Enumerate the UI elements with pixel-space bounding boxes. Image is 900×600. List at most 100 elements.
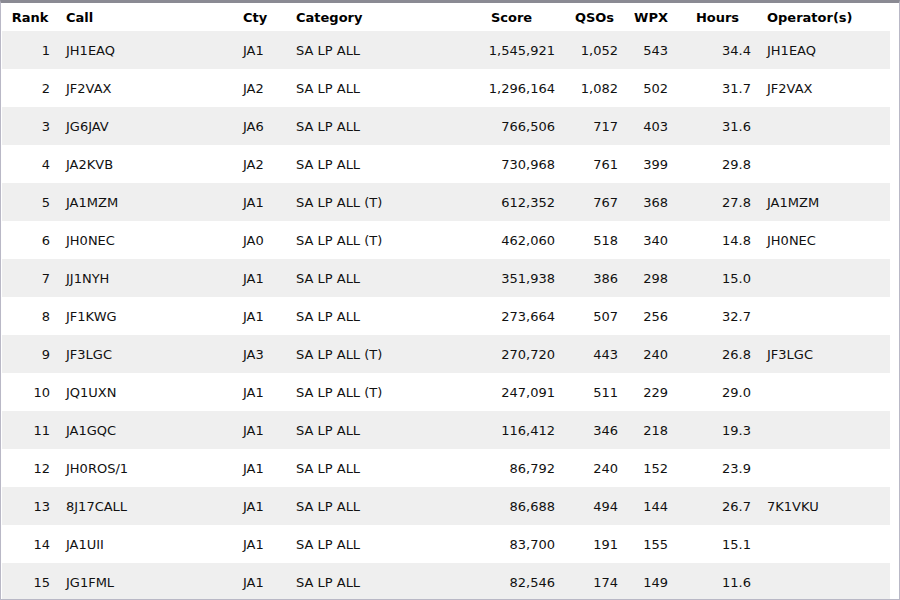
cell-rank: 15 bbox=[2, 563, 58, 600]
cell-wpx: 368 bbox=[626, 183, 676, 221]
cell-score: 612,352 bbox=[460, 183, 563, 221]
cell-score: 1,296,164 bbox=[460, 69, 563, 107]
cell-score: 83,700 bbox=[460, 525, 563, 563]
cell-category: SA LP ALL bbox=[288, 107, 460, 145]
table-row: 1JH1EAQJA1SA LP ALL1,545,9211,05254334.4… bbox=[2, 31, 890, 69]
cell-operators bbox=[759, 107, 890, 145]
table-row: 15JG1FMLJA1SA LP ALL82,54617414911.6 bbox=[2, 563, 890, 600]
column-header-operators: Operator(s) bbox=[759, 3, 890, 31]
cell-hours: 26.8 bbox=[676, 335, 759, 373]
cell-wpx: 502 bbox=[626, 69, 676, 107]
cell-operators: JA1MZM bbox=[759, 183, 890, 221]
cell-operators bbox=[759, 297, 890, 335]
cell-operators bbox=[759, 259, 890, 297]
cell-cty: JA6 bbox=[235, 107, 288, 145]
cell-hours: 31.7 bbox=[676, 69, 759, 107]
cell-score: 247,091 bbox=[460, 373, 563, 411]
cell-category: SA LP ALL bbox=[288, 69, 460, 107]
cell-category: SA LP ALL bbox=[288, 31, 460, 69]
cell-rank: 10 bbox=[2, 373, 58, 411]
results-table-body: 1JH1EAQJA1SA LP ALL1,545,9211,05254334.4… bbox=[2, 31, 890, 600]
cell-rank: 4 bbox=[2, 145, 58, 183]
cell-call: JF2VAX bbox=[58, 69, 235, 107]
cell-category: SA LP ALL bbox=[288, 145, 460, 183]
cell-category: SA LP ALL bbox=[288, 525, 460, 563]
table-row: 138J17CALLJA1SA LP ALL86,68849414426.77K… bbox=[2, 487, 890, 525]
cell-call: JH0ROS/1 bbox=[58, 449, 235, 487]
cell-rank: 8 bbox=[2, 297, 58, 335]
cell-rank: 2 bbox=[2, 69, 58, 107]
cell-call: JA1UII bbox=[58, 525, 235, 563]
table-row: 6JH0NECJA0SA LP ALL (T)462,06051834014.8… bbox=[2, 221, 890, 259]
cell-score: 273,664 bbox=[460, 297, 563, 335]
cell-qsos: 507 bbox=[563, 297, 626, 335]
table-row: 14JA1UIIJA1SA LP ALL83,70019115515.1 bbox=[2, 525, 890, 563]
cell-operators bbox=[759, 525, 890, 563]
cell-cty: JA2 bbox=[235, 145, 288, 183]
cell-cty: JA1 bbox=[235, 183, 288, 221]
cell-score: 462,060 bbox=[460, 221, 563, 259]
cell-hours: 29.8 bbox=[676, 145, 759, 183]
cell-operators: JF3LGC bbox=[759, 335, 890, 373]
cell-rank: 1 bbox=[2, 31, 58, 69]
cell-category: SA LP ALL bbox=[288, 259, 460, 297]
cell-call: JJ1NYH bbox=[58, 259, 235, 297]
cell-hours: 11.6 bbox=[676, 563, 759, 600]
column-header-wpx: WPX bbox=[626, 3, 676, 31]
cell-score: 766,506 bbox=[460, 107, 563, 145]
cell-wpx: 298 bbox=[626, 259, 676, 297]
cell-wpx: 340 bbox=[626, 221, 676, 259]
cell-wpx: 144 bbox=[626, 487, 676, 525]
cell-rank: 5 bbox=[2, 183, 58, 221]
cell-call: JG1FML bbox=[58, 563, 235, 600]
cell-call: JA2KVB bbox=[58, 145, 235, 183]
cell-cty: JA1 bbox=[235, 411, 288, 449]
table-row: 4JA2KVBJA2SA LP ALL730,96876139929.8 bbox=[2, 145, 890, 183]
column-header-rank: Rank bbox=[2, 3, 58, 31]
cell-operators: JH0NEC bbox=[759, 221, 890, 259]
cell-qsos: 346 bbox=[563, 411, 626, 449]
cell-operators: JH1EAQ bbox=[759, 31, 890, 69]
cell-operators bbox=[759, 373, 890, 411]
column-header-cty: Cty bbox=[235, 3, 288, 31]
cell-hours: 26.7 bbox=[676, 487, 759, 525]
cell-cty: JA1 bbox=[235, 373, 288, 411]
table-row: 8JF1KWGJA1SA LP ALL273,66450725632.7 bbox=[2, 297, 890, 335]
cell-call: JA1MZM bbox=[58, 183, 235, 221]
column-header-score: Score bbox=[460, 3, 563, 31]
cell-qsos: 717 bbox=[563, 107, 626, 145]
cell-rank: 11 bbox=[2, 411, 58, 449]
cell-category: SA LP ALL (T) bbox=[288, 335, 460, 373]
cell-call: JA1GQC bbox=[58, 411, 235, 449]
cell-qsos: 494 bbox=[563, 487, 626, 525]
cell-cty: JA3 bbox=[235, 335, 288, 373]
cell-rank: 9 bbox=[2, 335, 58, 373]
cell-operators bbox=[759, 411, 890, 449]
cell-score: 270,720 bbox=[460, 335, 563, 373]
cell-qsos: 511 bbox=[563, 373, 626, 411]
results-table-container: Rank Call Cty Category Score QSOs WPX Ho… bbox=[0, 0, 900, 600]
cell-wpx: 240 bbox=[626, 335, 676, 373]
column-header-qsos: QSOs bbox=[563, 3, 626, 31]
cell-qsos: 386 bbox=[563, 259, 626, 297]
cell-qsos: 1,082 bbox=[563, 69, 626, 107]
header-row: Rank Call Cty Category Score QSOs WPX Ho… bbox=[2, 3, 890, 31]
cell-rank: 12 bbox=[2, 449, 58, 487]
cell-qsos: 1,052 bbox=[563, 31, 626, 69]
cell-hours: 15.0 bbox=[676, 259, 759, 297]
table-row: 5JA1MZMJA1SA LP ALL (T)612,35276736827.8… bbox=[2, 183, 890, 221]
cell-cty: JA1 bbox=[235, 487, 288, 525]
cell-call: 8J17CALL bbox=[58, 487, 235, 525]
cell-score: 86,792 bbox=[460, 449, 563, 487]
cell-hours: 19.3 bbox=[676, 411, 759, 449]
cell-operators bbox=[759, 145, 890, 183]
cell-wpx: 543 bbox=[626, 31, 676, 69]
cell-wpx: 256 bbox=[626, 297, 676, 335]
cell-hours: 14.8 bbox=[676, 221, 759, 259]
cell-wpx: 152 bbox=[626, 449, 676, 487]
cell-hours: 27.8 bbox=[676, 183, 759, 221]
table-row: 3JG6JAVJA6SA LP ALL766,50671740331.6 bbox=[2, 107, 890, 145]
cell-rank: 3 bbox=[2, 107, 58, 145]
cell-rank: 7 bbox=[2, 259, 58, 297]
results-table: Rank Call Cty Category Score QSOs WPX Ho… bbox=[2, 3, 890, 600]
